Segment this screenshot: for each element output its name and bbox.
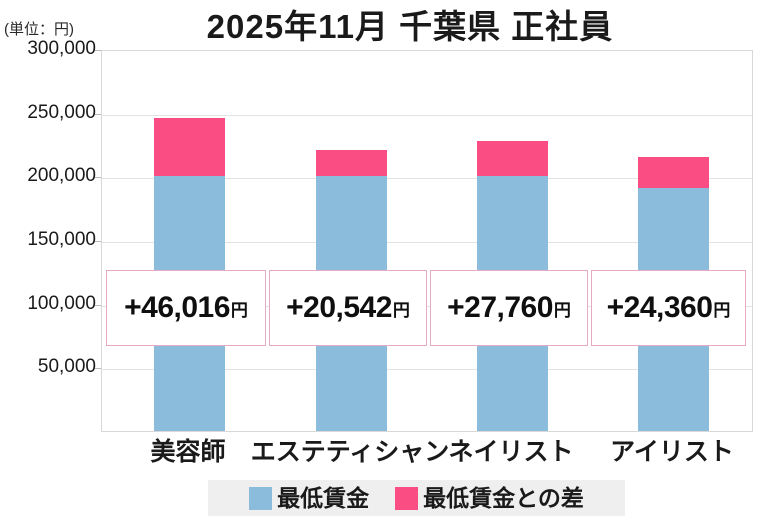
- x-axis-category-label: 美容師: [150, 438, 226, 466]
- y-axis-tick-label: 100,000: [27, 292, 96, 314]
- bar-segment-diff: [315, 150, 387, 177]
- x-axis-category-label: ネイリスト: [448, 438, 574, 466]
- y-axis-tick-label: 250,000: [27, 101, 96, 123]
- annotation-value: +27,760: [447, 291, 553, 324]
- legend-swatch-base: [249, 486, 273, 510]
- annotation-callout: +24,360 円: [591, 270, 746, 346]
- annotation-unit: 円: [392, 300, 410, 320]
- legend-item-base: 最低賃金: [249, 485, 369, 511]
- annotation-callout: +27,760 円: [430, 270, 588, 346]
- chart-legend: 最低賃金 最低賃金との差: [208, 480, 625, 516]
- annotation-callout: +20,542 円: [269, 270, 427, 346]
- annotation-value: +46,016: [124, 291, 230, 324]
- bar-group: [153, 49, 225, 431]
- bar-segment-diff: [476, 141, 548, 177]
- y-axis-tick: [95, 50, 101, 51]
- bar-segment-diff: [153, 117, 225, 177]
- y-axis-tick-label: 300,000: [27, 38, 96, 59]
- x-axis-category-label: アイリスト: [610, 438, 734, 466]
- annotation-unit: 円: [553, 300, 571, 320]
- plot-area: [101, 50, 753, 432]
- legend-item-diff: 最低賃金との差: [395, 485, 584, 511]
- y-axis-tick: [95, 304, 101, 306]
- y-axis-tick-label: 150,000: [27, 229, 96, 250]
- y-axis-tick: [95, 113, 101, 115]
- gridline: [102, 178, 752, 180]
- annotation-unit: 円: [713, 300, 731, 320]
- gridline: [102, 114, 752, 116]
- gridline: [102, 305, 752, 307]
- annotation-callout: +46,016 円: [106, 270, 266, 346]
- annotation-value: +20,542: [286, 291, 392, 324]
- unit-caption: (単位：円): [4, 21, 74, 38]
- gridline: [102, 242, 752, 243]
- annotation-value: +24,360: [606, 291, 713, 324]
- gridline: [102, 369, 752, 371]
- y-axis-tick: [95, 241, 101, 242]
- x-axis-category-label: エステティシャン: [250, 438, 450, 466]
- bar-group: [476, 49, 548, 431]
- bar-group: [637, 49, 709, 431]
- y-axis-tick-label: 50,000: [37, 356, 96, 378]
- bar-group: [315, 49, 387, 431]
- y-axis-tick-label: 200,000: [27, 165, 96, 187]
- legend-swatch-diff: [395, 486, 419, 510]
- bar-segment-diff: [637, 156, 709, 188]
- y-axis-tick: [95, 177, 101, 179]
- legend-label-diff: 最低賃金との差: [423, 485, 584, 511]
- chart-title: 2025年11月 千葉県 正社員: [206, 8, 614, 45]
- y-axis-tick: [95, 368, 101, 370]
- legend-label-base: 最低賃金: [277, 485, 370, 511]
- annotation-unit: 円: [230, 300, 248, 320]
